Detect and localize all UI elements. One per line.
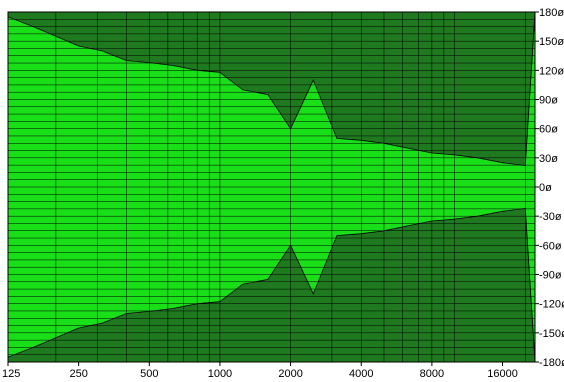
y-tick-label: 60ø: [539, 124, 558, 136]
x-tick-label: 4000: [349, 368, 373, 380]
y-axis-ticks: 180ø 150ø 120ø 90ø 60ø 30ø 0ø -30ø -60ø -90ø -120ø…: [535, 7, 564, 369]
y-tick-label: -30ø: [539, 211, 562, 223]
y-tick-label: -90ø: [539, 270, 562, 282]
y-tick-label: -60ø: [539, 240, 562, 252]
gridlines: [8, 11, 535, 363]
x-tick-label: 125: [2, 368, 20, 380]
y-tick-label: 90ø: [539, 95, 558, 107]
x-tick-label: 250: [69, 368, 87, 380]
x-axis-ticks: 125 250 500 1000 2000 4000 8000 16000: [2, 362, 518, 380]
y-tick-label: -150ø: [539, 328, 564, 340]
y-tick-label: -120ø: [539, 299, 564, 311]
contour-band-lower-1: [7, 207, 536, 363]
y-tick-label: 30ø: [539, 153, 558, 165]
x-tick-label: 8000: [420, 368, 444, 380]
x-tick-label: 16000: [487, 368, 518, 380]
contour-band-upper-1: [7, 11, 536, 167]
x-tick-label: 1000: [208, 368, 232, 380]
y-tick-label: 150ø: [539, 36, 564, 48]
y-tick-label: 120ø: [539, 65, 564, 77]
y-tick-label: 0ø: [539, 182, 552, 194]
x-tick-label: 2000: [278, 368, 302, 380]
y-tick-label: -180ø: [539, 357, 564, 369]
x-tick-label: 500: [140, 368, 158, 380]
y-tick-label: 180ø: [539, 7, 564, 19]
